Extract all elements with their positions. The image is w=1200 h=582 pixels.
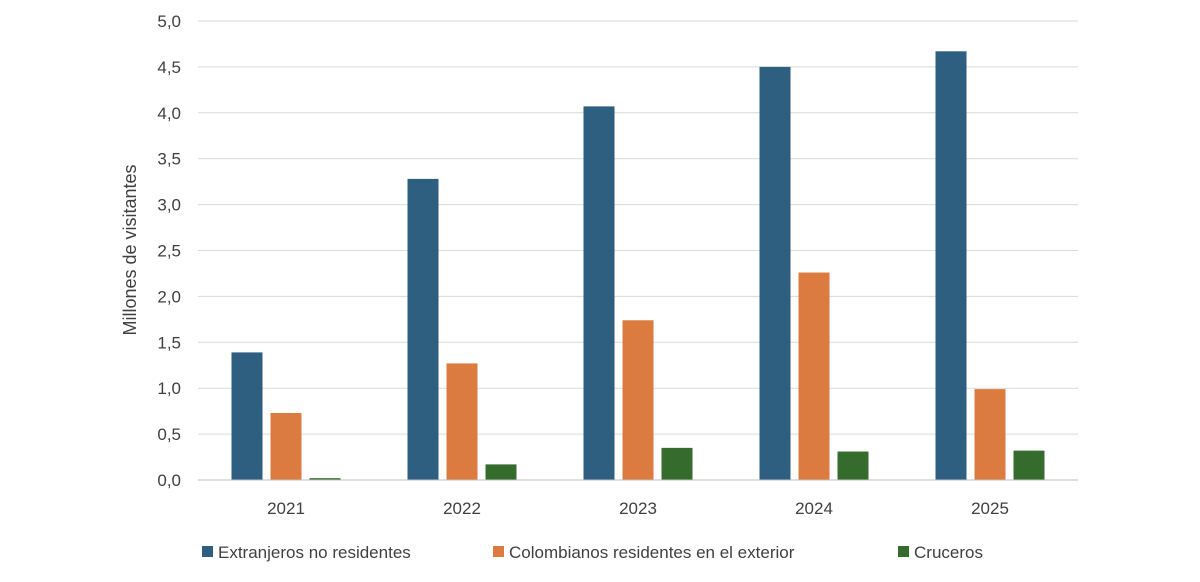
legend-label: Cruceros bbox=[914, 543, 983, 562]
bar-2024-series-2 bbox=[798, 272, 830, 480]
bar-2025-series-1 bbox=[935, 51, 967, 480]
bar-2022-series-2 bbox=[446, 363, 478, 480]
legend: Extranjeros no residentes Colombianos res… bbox=[202, 543, 983, 562]
bar-2021-series-3 bbox=[309, 478, 341, 480]
bars bbox=[231, 51, 1045, 481]
y-tick-label: 1,0 bbox=[157, 379, 181, 398]
y-tick-label: 3,0 bbox=[157, 196, 181, 215]
bar-2022-series-1 bbox=[407, 178, 439, 480]
bar-2022-series-3 bbox=[485, 464, 517, 480]
legend-swatch bbox=[202, 546, 213, 557]
y-tick-label: 4,0 bbox=[157, 104, 181, 123]
y-tick-label: 1,5 bbox=[157, 333, 181, 352]
x-tick-label: 2023 bbox=[619, 499, 657, 518]
y-tick-label: 2,0 bbox=[157, 287, 181, 306]
legend-label: Colombianos residentes en el exterior bbox=[509, 543, 795, 562]
y-tick-label: 4,5 bbox=[157, 58, 181, 77]
y-tick-label: 3,5 bbox=[157, 150, 181, 169]
y-tick-label: 0,5 bbox=[157, 425, 181, 444]
y-axis-title: Millones de visitantes bbox=[120, 164, 140, 335]
bar-2023-series-3 bbox=[661, 447, 693, 480]
y-tick-label: 0,0 bbox=[157, 471, 181, 490]
y-tick-label: 5,0 bbox=[157, 12, 181, 31]
x-tick-label: 2024 bbox=[795, 499, 833, 518]
legend-label: Extranjeros no residentes bbox=[218, 543, 411, 562]
x-tick-label: 2022 bbox=[443, 499, 481, 518]
y-tick-labels: 0,0 0,5 1,0 1,5 2,0 2,5 3,0 3,5 4,0 4,5 5,0 bbox=[157, 12, 181, 490]
bar-2025-series-3 bbox=[1013, 450, 1045, 480]
gridlines bbox=[198, 20, 1078, 435]
legend-swatch bbox=[493, 546, 504, 557]
y-tick-label: 2,5 bbox=[157, 242, 181, 261]
bar-2023-series-2 bbox=[622, 320, 654, 480]
bar-2023-series-1 bbox=[583, 106, 615, 481]
bar-2021-series-1 bbox=[231, 352, 263, 480]
x-tick-label: 2025 bbox=[971, 499, 1009, 518]
x-tick-label: 2021 bbox=[267, 499, 305, 518]
bar-2024-series-3 bbox=[837, 451, 869, 480]
x-tick-labels: 2021 2022 2023 2024 2025 bbox=[267, 499, 1009, 518]
legend-swatch bbox=[898, 546, 909, 557]
bar-2024-series-1 bbox=[759, 66, 791, 481]
bar-2025-series-2 bbox=[974, 389, 1006, 480]
bar-2021-series-2 bbox=[270, 412, 302, 480]
